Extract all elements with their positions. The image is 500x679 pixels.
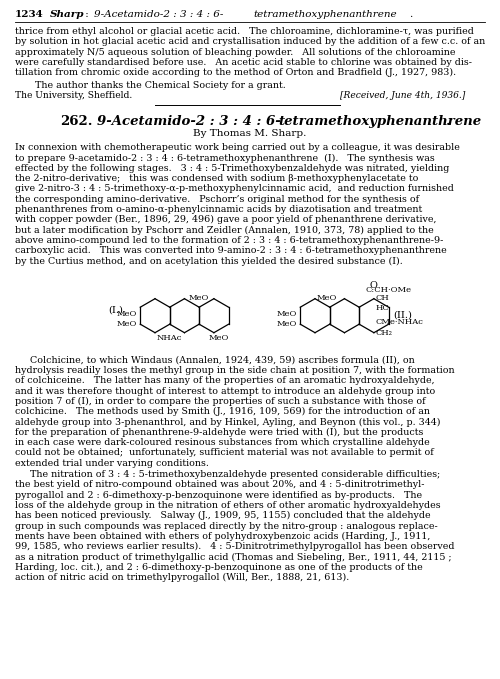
Text: the best yield of nitro-compound obtained was about 20%, and 4 : 5-dinitrotrimet: the best yield of nitro-compound obtaine… (15, 480, 424, 490)
Text: (II.): (II.) (393, 311, 412, 320)
Text: MeO: MeO (117, 310, 138, 318)
Text: group in such compounds was replaced directly by the nitro-group : analogous rep: group in such compounds was replaced dir… (15, 521, 438, 530)
Text: ments have been obtained with ethers of polyhydroxybenzoic acids (Harding, J., 1: ments have been obtained with ethers of … (15, 532, 430, 541)
Text: MeO: MeO (117, 320, 138, 328)
Text: the 2-nitro-derivative;   this was condensed with sodium β-methoxyphenylacetate : the 2-nitro-derivative; this was condens… (15, 174, 418, 183)
Text: 1234: 1234 (15, 10, 44, 19)
Text: action of nitric acid on trimethylpyrogallol (Will, Ber., 1888, 21, 613).: action of nitric acid on trimethylpyroga… (15, 573, 349, 582)
Text: MeO: MeO (317, 294, 338, 301)
Text: MeO: MeO (277, 320, 297, 328)
Text: could not be obtained;  unfortunately, sufficient material was not available to : could not be obtained; unfortunately, su… (15, 448, 434, 458)
Text: Colchicine, to which Windaus (Annalen, 1924, 439, 59) ascribes formula (II), on: Colchicine, to which Windaus (Annalen, 1… (15, 356, 415, 365)
Text: MeO: MeO (209, 333, 230, 342)
Text: to prepare 9-acetamido-2 : 3 : 4 : 6-tetramethoxyphenanthrene  (I).   The synthe: to prepare 9-acetamido-2 : 3 : 4 : 6-tet… (15, 153, 435, 162)
Text: O: O (370, 280, 378, 290)
Text: were carefully standardised before use.   An acetic acid stable to chlorine was : were carefully standardised before use. … (15, 58, 472, 67)
Text: .: . (446, 115, 451, 128)
Text: CMe·NHAc: CMe·NHAc (376, 318, 424, 326)
Text: 99, 1585, who reviews earlier results).   4 : 5-Dinitrotrimethylpyrogallol has b: 99, 1585, who reviews earlier results). … (15, 542, 454, 551)
Text: but a later modification by Pschorr and Zeidler (Annalen, 1910, 373, 78) applied: but a later modification by Pschorr and … (15, 225, 434, 235)
Text: Harding, loc. cit.), and 2 : 6-dimethoxy-p-benzoquinone as one of the products o: Harding, loc. cit.), and 2 : 6-dimethoxy… (15, 563, 423, 572)
Text: pyrogallol and 2 : 6-dimethoxy-p-benzoquinone were identified as by-products.   : pyrogallol and 2 : 6-dimethoxy-p-benzoqu… (15, 491, 422, 500)
Text: the corresponding amino-derivative.   Pschorr’s original method for the synthesi: the corresponding amino-derivative. Psch… (15, 195, 419, 204)
Text: position 7 of (I), in order to compare the properties of such a substance with t: position 7 of (I), in order to compare t… (15, 397, 426, 406)
Text: The University, Sheffield.: The University, Sheffield. (15, 91, 132, 100)
Text: tetramethoxyphenanthrene: tetramethoxyphenanthrene (278, 115, 481, 128)
Text: Sharp: Sharp (50, 10, 84, 19)
Text: aldehyde group into 3-phenanthrol, and by Hinkel, Ayling, and Beynon (this vol.,: aldehyde group into 3-phenanthrol, and b… (15, 418, 440, 426)
Text: by solution in hot glacial acetic acid and crystallisation induced by the additi: by solution in hot glacial acetic acid a… (15, 37, 485, 46)
Text: loss of the aldehyde group in the nitration of ethers of other aromatic hydroxya: loss of the aldehyde group in the nitrat… (15, 501, 440, 510)
Text: Iɴ connexion with chemotherapeutic work being carried out by a colleague, it was: Iɴ connexion with chemotherapeutic work … (15, 143, 460, 152)
Text: NHAc: NHAc (157, 333, 182, 342)
Text: The nitration of 3 : 4 : 5-trimethoxybenzaldehyde presented considerable difficu: The nitration of 3 : 4 : 5-trimethoxyben… (15, 470, 440, 479)
Text: and it was therefore thought of interest to attempt to introduce an aldehyde gro: and it was therefore thought of interest… (15, 386, 435, 396)
Text: of colchiceine.   The latter has many of the properties of an aromatic hydroxyal: of colchiceine. The latter has many of t… (15, 376, 434, 385)
Text: give 2-nitro-3 : 4 : 5-trimethoxy-α-p-methoxyphenylcinnamic acid,  and reduction: give 2-nitro-3 : 4 : 5-trimethoxy-α-p-me… (15, 184, 454, 194)
Text: CH: CH (376, 294, 390, 301)
Text: tillation from chromic oxide according to the method of Orton and Bradfield (J.,: tillation from chromic oxide according t… (15, 68, 456, 77)
Text: HC: HC (376, 304, 390, 312)
Text: tetramethoxyphenanthrene: tetramethoxyphenanthrene (253, 10, 396, 19)
Text: MeO: MeO (277, 310, 297, 318)
Text: 262.: 262. (60, 115, 92, 128)
Text: [Received, June 4th, 1936.]: [Received, June 4th, 1936.] (340, 91, 465, 100)
Text: extended trial under varying conditions.: extended trial under varying conditions. (15, 459, 209, 468)
Text: C:CH·OMe: C:CH·OMe (366, 286, 412, 294)
Text: carboxylic acid.   This was converted into 9-amino-2 : 3 : 4 : 6-tetramethoxyphe: carboxylic acid. This was converted into… (15, 246, 447, 255)
Text: (I.): (I.) (108, 306, 123, 314)
Text: has been noticed previously.   Salway (J., 1909, 95, 1155) concluded that the al: has been noticed previously. Salway (J.,… (15, 511, 430, 520)
Text: MeO: MeO (188, 294, 209, 301)
Text: hydrolysis readily loses the methyl group in the side chain at position 7, with : hydrolysis readily loses the methyl grou… (15, 366, 454, 375)
Text: approximately N/5 aqueous solution of bleaching powder.   All solutions of the c: approximately N/5 aqueous solution of bl… (15, 48, 456, 56)
Text: as a nitration product of trimethylgallic acid (Thomas and Siebeling, Ber., 1911: as a nitration product of trimethylgalli… (15, 553, 452, 562)
Text: :: : (82, 10, 92, 19)
Text: with copper powder (Ber., 1896, 29, 496) gave a poor yield of phenanthrene deriv: with copper powder (Ber., 1896, 29, 496)… (15, 215, 436, 224)
Text: above amino-compound led to the formation of 2 : 3 : 4 : 6-tetramethoxyphenanthr: above amino-compound led to the formatio… (15, 236, 444, 245)
Text: thrice from ethyl alcohol or glacial acetic acid.   The chloroamine, dichloramin: thrice from ethyl alcohol or glacial ace… (15, 27, 474, 36)
Text: phenanthrenes from o-amino-α-phenylcinnamic acids by diazotisation and treatment: phenanthrenes from o-amino-α-phenylcinna… (15, 205, 422, 214)
Text: The author thanks the Chemical Society for a grant.: The author thanks the Chemical Society f… (35, 81, 286, 90)
Text: 9-Acetamido-2 : 3 : 4 : 6-: 9-Acetamido-2 : 3 : 4 : 6- (97, 115, 281, 128)
Text: for the preparation of phenanthrene-9-aldehyde were tried with (I), but the prod: for the preparation of phenanthrene-9-al… (15, 428, 424, 437)
Text: effected by the following stages.   3 : 4 : 5-Trimethoxybenzaldehyde was nitrate: effected by the following stages. 3 : 4 … (15, 164, 450, 172)
Text: CH₂: CH₂ (376, 329, 393, 337)
Text: .: . (409, 10, 412, 19)
Text: colchicine.   The methods used by Smith (J., 1916, 109, 569) for the introductio: colchicine. The methods used by Smith (J… (15, 407, 430, 416)
Text: 9-Acetamido-2 : 3 : 4 : 6-: 9-Acetamido-2 : 3 : 4 : 6- (94, 10, 224, 19)
Text: in each case were dark-coloured resinous substances from which crystalline aldeh: in each case were dark-coloured resinous… (15, 438, 430, 447)
Text: by the Curtius method, and on acetylation this yielded the desired substance (I): by the Curtius method, and on acetylatio… (15, 257, 403, 265)
Text: By Thomas M. Sharp.: By Thomas M. Sharp. (194, 129, 306, 138)
